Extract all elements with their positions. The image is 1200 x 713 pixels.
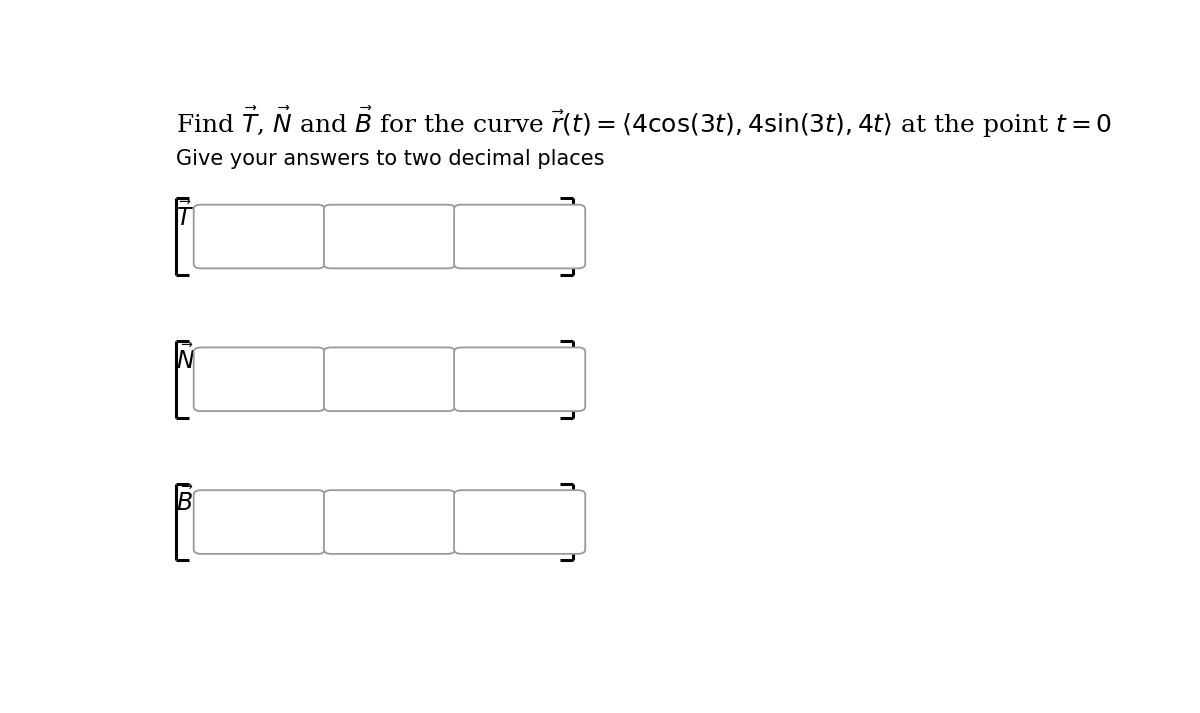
FancyBboxPatch shape xyxy=(193,490,325,554)
FancyBboxPatch shape xyxy=(324,347,455,411)
FancyBboxPatch shape xyxy=(193,205,325,268)
Text: Give your answers to two decimal places: Give your answers to two decimal places xyxy=(176,149,605,169)
FancyBboxPatch shape xyxy=(193,347,325,411)
Text: $\vec{B}(0)$ =: $\vec{B}(0)$ = xyxy=(176,483,252,516)
Text: Find $\vec{T}$, $\vec{N}$ and $\vec{B}$ for the curve $\vec{r}(t) = \langle 4\co: Find $\vec{T}$, $\vec{N}$ and $\vec{B}$ … xyxy=(176,105,1112,140)
FancyBboxPatch shape xyxy=(324,490,455,554)
FancyBboxPatch shape xyxy=(454,347,586,411)
FancyBboxPatch shape xyxy=(454,490,586,554)
FancyBboxPatch shape xyxy=(454,205,586,268)
Text: $\vec{N}(0)$ =: $\vec{N}(0)$ = xyxy=(176,341,254,374)
Text: $\vec{T}(0)$ =: $\vec{T}(0)$ = xyxy=(176,198,251,231)
FancyBboxPatch shape xyxy=(324,205,455,268)
